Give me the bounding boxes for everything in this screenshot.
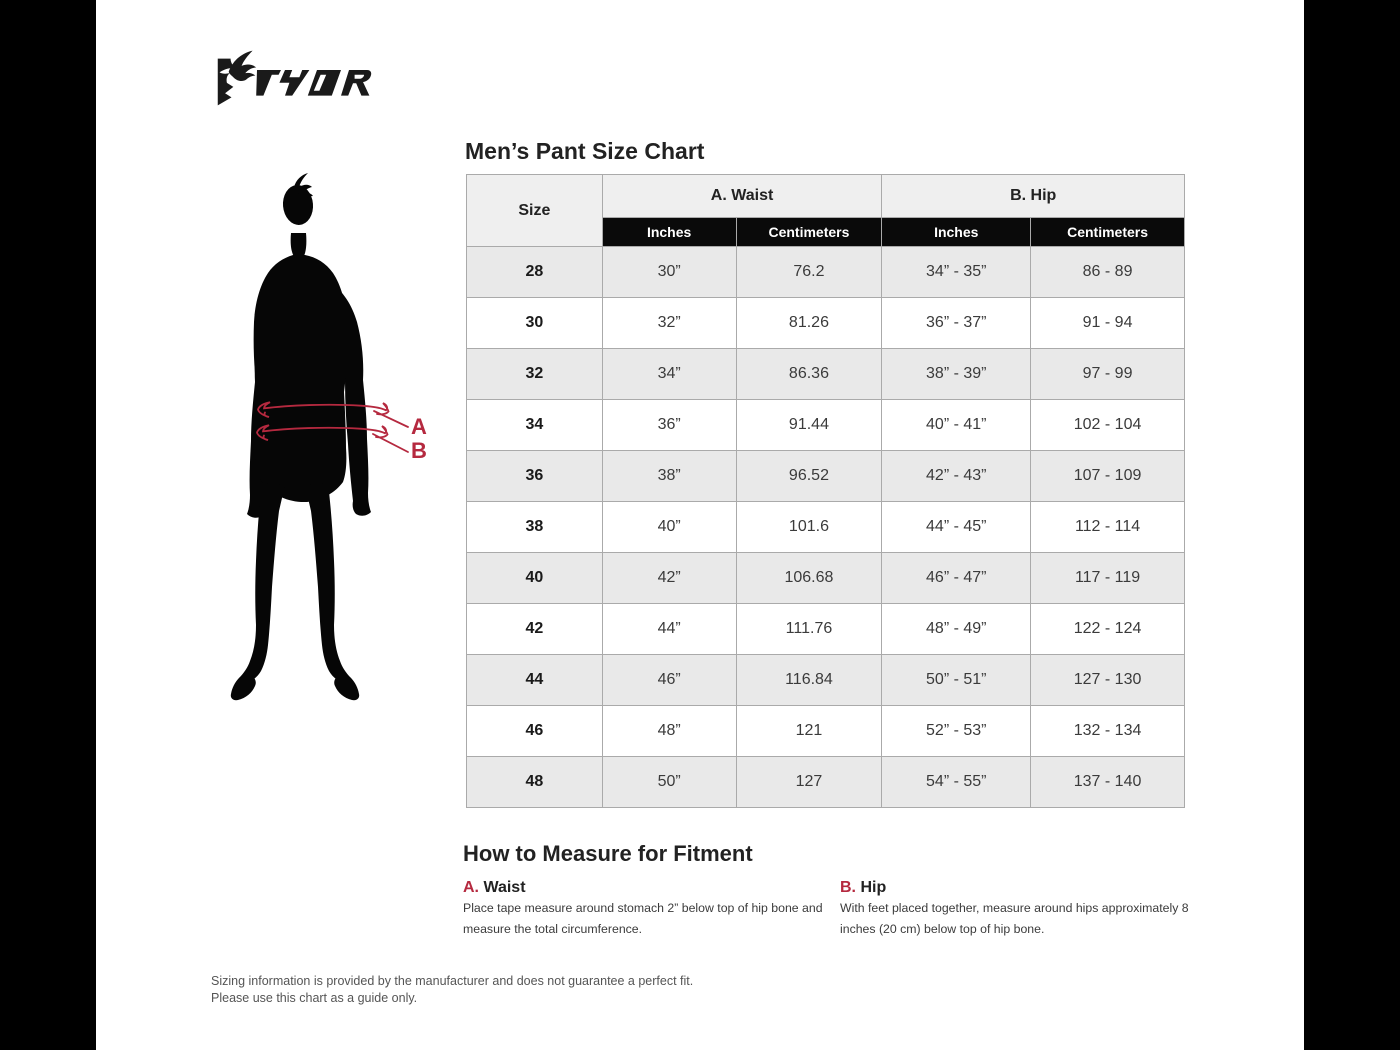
svg-text:B: B <box>411 438 427 463</box>
svg-text:A: A <box>411 414 427 439</box>
